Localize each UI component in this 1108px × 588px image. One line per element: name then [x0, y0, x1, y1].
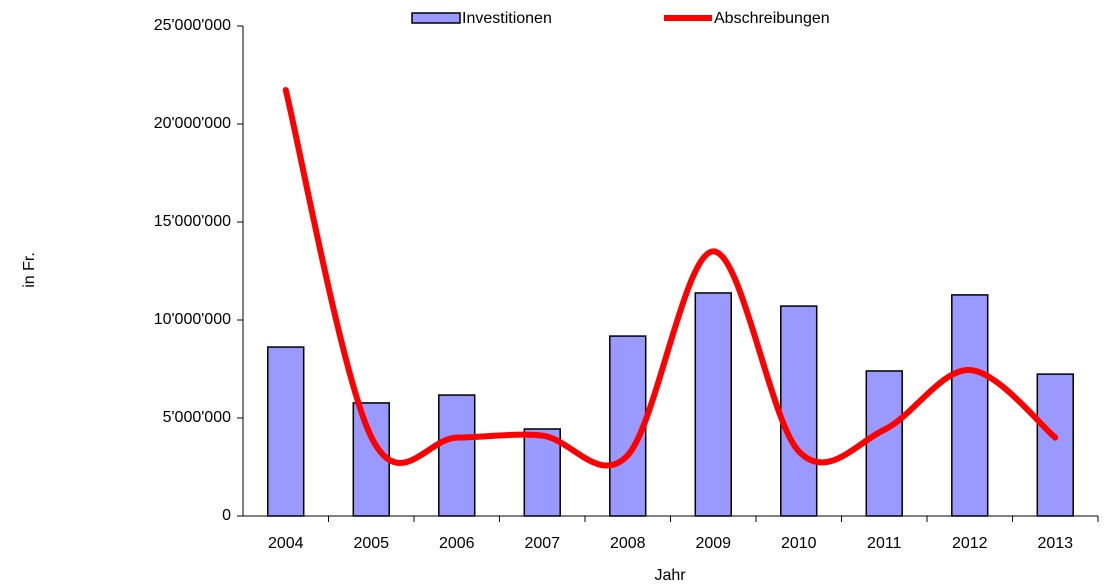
bar	[951, 294, 989, 517]
x-tick-label: 2010	[781, 535, 817, 552]
y-axis-label: in Fr.	[21, 252, 38, 288]
x-tick-label: 2013	[1037, 535, 1073, 552]
legend-swatch	[411, 12, 461, 24]
bar	[438, 394, 476, 517]
y-tick-label: 25'000'000	[154, 17, 231, 34]
x-tick-label: 2011	[867, 535, 902, 552]
y-tick-label: 10'000'000	[154, 311, 231, 328]
y-tick-label: 20'000'000	[154, 115, 231, 132]
x-tick-label: 2012	[952, 535, 988, 552]
legend-label: Abschreibungen	[714, 10, 830, 27]
x-axis-label: Jahr	[654, 567, 686, 584]
x-tick-label: 2007	[524, 535, 560, 552]
y-tick-label: 0	[222, 507, 231, 524]
bar	[865, 370, 903, 517]
y-tick-label: 5'000'000	[163, 409, 232, 426]
line	[282, 87, 1059, 469]
x-tick-label: 2006	[439, 535, 475, 552]
x-tick-label: 2004	[268, 535, 304, 552]
x-tick-label: 2009	[695, 535, 731, 552]
legend-label: Investitionen	[462, 10, 552, 27]
bar	[1036, 373, 1074, 517]
y-tick-label: 15'000'000	[154, 213, 231, 230]
bar	[267, 346, 305, 517]
bar	[780, 305, 818, 517]
x-tick-label: 2005	[353, 535, 389, 552]
bar	[694, 292, 732, 517]
bar	[523, 428, 561, 517]
x-tick-label: 2008	[610, 535, 646, 552]
